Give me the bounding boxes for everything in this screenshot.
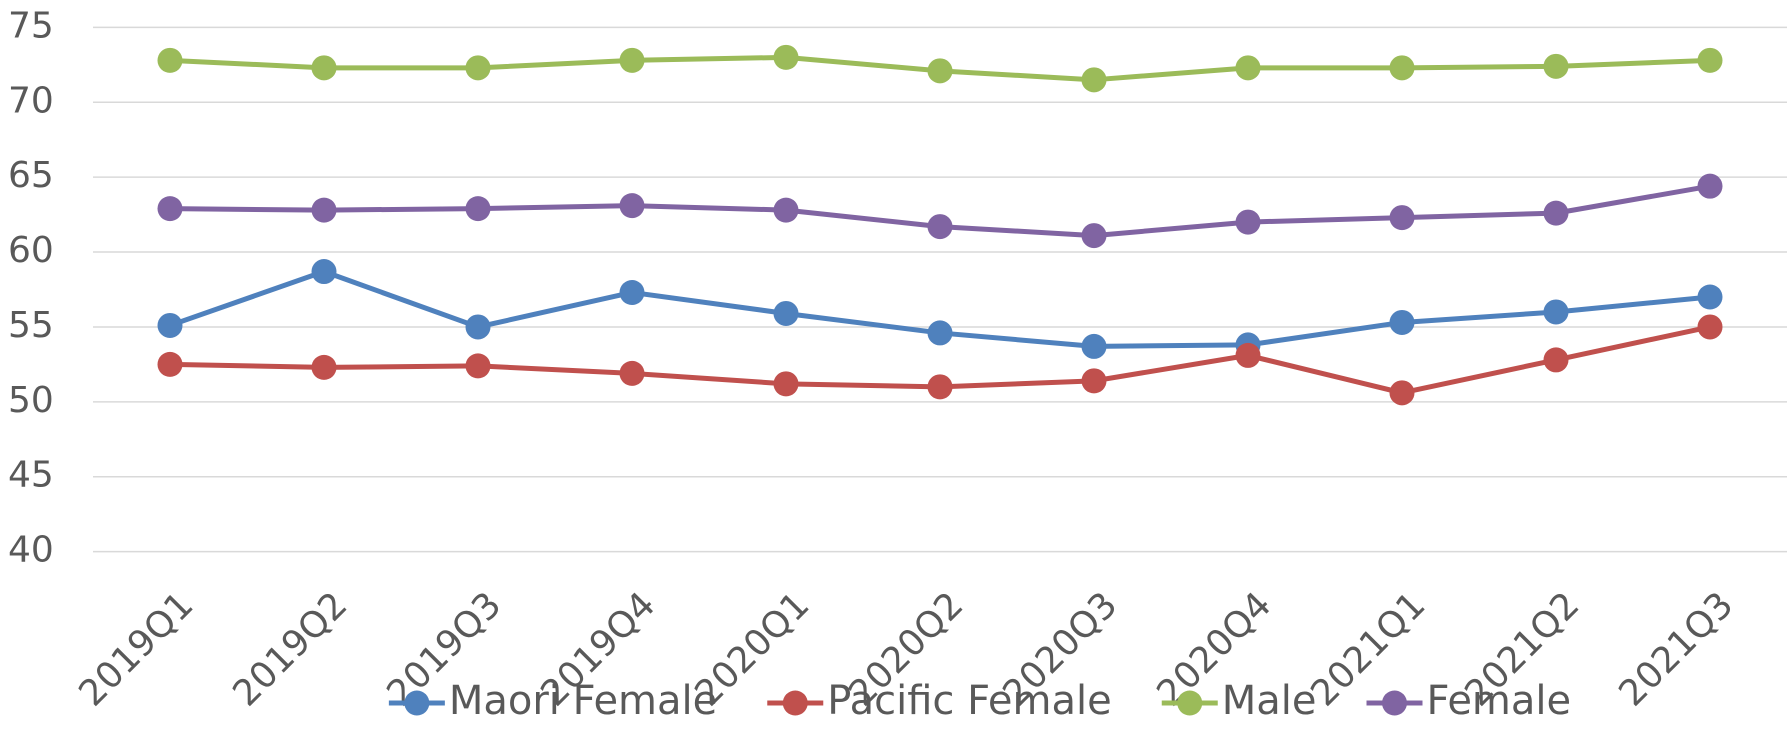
data-point — [1235, 209, 1261, 235]
legend-marker — [1382, 690, 1407, 716]
legend-label: Maori Female — [449, 678, 717, 724]
data-point — [927, 214, 953, 240]
data-point — [1543, 299, 1569, 325]
legend-label: Female — [1427, 678, 1572, 724]
x-tick-label: 2021Q1 — [1303, 584, 1433, 714]
data-point — [619, 279, 645, 305]
data-point — [619, 360, 645, 386]
data-point — [619, 47, 645, 73]
y-tick-label: 75 — [8, 5, 54, 46]
data-point — [1697, 314, 1723, 340]
data-point — [465, 55, 491, 81]
data-point — [1389, 55, 1415, 81]
y-tick-label: 45 — [8, 455, 54, 496]
x-tick-label: 2019Q2 — [225, 584, 355, 714]
legend-marker — [404, 690, 430, 716]
legend-label: Male — [1222, 678, 1317, 724]
x-tick-label: 2021Q3 — [1611, 584, 1741, 714]
data-point — [1081, 223, 1107, 249]
legend: Maori Female Pacific Female Male Female — [388, 678, 1572, 724]
data-point — [465, 314, 491, 340]
y-tick-label: 40 — [8, 530, 54, 571]
data-point — [1235, 342, 1261, 368]
data-point — [927, 320, 953, 346]
data-point — [157, 351, 183, 377]
legend-marker — [1177, 690, 1203, 716]
data-point — [311, 197, 337, 223]
data-point — [1235, 55, 1261, 81]
data-point — [311, 354, 337, 380]
data-point — [465, 353, 491, 379]
data-point — [1697, 284, 1723, 310]
data-point — [1081, 333, 1107, 359]
data-point — [927, 58, 953, 84]
legend-marker — [782, 690, 808, 716]
data-point — [773, 371, 799, 397]
y-tick-label: 55 — [8, 305, 54, 346]
data-point — [927, 374, 953, 400]
data-point — [157, 196, 183, 222]
data-point — [465, 196, 491, 222]
legend-label: Pacific Female — [827, 678, 1111, 724]
data-point — [1543, 347, 1569, 373]
data-point — [1081, 67, 1107, 93]
y-tick-label: 50 — [8, 380, 54, 421]
data-point — [1389, 205, 1415, 231]
data-point — [1543, 53, 1569, 79]
x-tick-label: 2019Q1 — [71, 584, 201, 714]
data-point — [1081, 368, 1107, 394]
data-point — [773, 197, 799, 223]
data-point — [1389, 380, 1415, 406]
data-point — [311, 55, 337, 81]
data-point — [1389, 309, 1415, 335]
data-point — [773, 44, 799, 70]
y-tick-label: 60 — [8, 230, 54, 271]
data-point — [619, 193, 645, 219]
y-tick-label: 70 — [8, 80, 54, 121]
data-point — [773, 300, 799, 326]
data-point — [157, 47, 183, 73]
data-point — [1697, 173, 1723, 199]
data-point — [1543, 200, 1569, 226]
y-tick-label: 65 — [8, 155, 54, 196]
data-point — [311, 259, 337, 285]
data-point — [157, 312, 183, 338]
data-point — [1697, 47, 1723, 73]
